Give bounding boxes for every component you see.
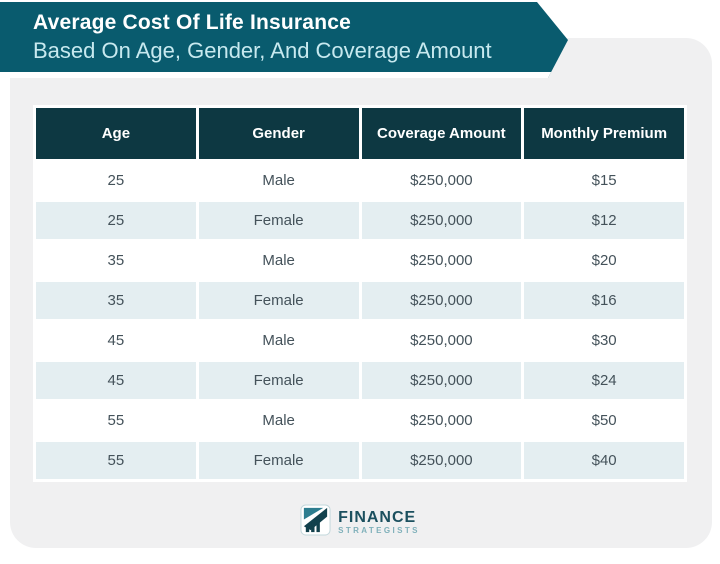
table-cell: Female: [198, 442, 359, 479]
table-cell: $50: [524, 402, 684, 439]
table-row: 25 Male $250,000 $15: [36, 162, 684, 199]
table-cell: 55: [36, 402, 196, 439]
table-cell: 35: [36, 242, 196, 279]
column-header-age: Age: [36, 108, 196, 159]
table-cell: 25: [36, 202, 196, 239]
table-row: 55 Male $250,000 $50: [36, 402, 684, 439]
trend-bar-chart-icon: [300, 503, 331, 541]
cost-table-container: Age Gender Coverage Amount Monthly Premi…: [33, 105, 687, 482]
table-body: 25 Male $250,000 $15 25 Female $250,000 $12 35 Ma…: [36, 162, 684, 479]
finance-strategists-logo: FINANCE STRATEGISTS: [0, 503, 720, 541]
table-row: 35 Male $250,000 $20: [36, 242, 684, 279]
table-cell: 45: [36, 362, 196, 399]
table-cell: 45: [36, 322, 196, 359]
table-cell: Female: [198, 202, 359, 239]
table-cell: Male: [198, 242, 359, 279]
table-cell: $20: [524, 242, 684, 279]
table-cell: 25: [36, 162, 196, 199]
table-cell: $15: [524, 162, 684, 199]
table-row: 45 Male $250,000 $30: [36, 322, 684, 359]
table-cell: $250,000: [361, 242, 522, 279]
table-cell: Male: [198, 162, 359, 199]
table-row: 55 Female $250,000 $40: [36, 442, 684, 479]
page-title: Average Cost Of Life Insurance: [33, 11, 351, 34]
table-cell: $30: [524, 322, 684, 359]
column-header-coverage-amount: Coverage Amount: [361, 108, 522, 159]
table-cell: 35: [36, 282, 196, 319]
logo-name: FINANCE: [338, 509, 417, 526]
table-cell: Female: [198, 282, 359, 319]
table-cell: 55: [36, 442, 196, 479]
table-cell: Female: [198, 362, 359, 399]
table-cell: $250,000: [361, 202, 522, 239]
table-cell: Male: [198, 322, 359, 359]
table-cell: $250,000: [361, 322, 522, 359]
logo-subname: STRATEGISTS: [338, 526, 420, 535]
table-cell: $250,000: [361, 402, 522, 439]
table-cell: $250,000: [361, 362, 522, 399]
table-header-row: Age Gender Coverage Amount Monthly Premi…: [36, 108, 684, 159]
table-cell: $16: [524, 282, 684, 319]
table-row: 35 Female $250,000 $16: [36, 282, 684, 319]
column-header-monthly-premium: Monthly Premium: [524, 108, 684, 159]
cost-table: Age Gender Coverage Amount Monthly Premi…: [33, 105, 687, 482]
table-cell: $40: [524, 442, 684, 479]
table-cell: $12: [524, 202, 684, 239]
table-header: Age Gender Coverage Amount Monthly Premi…: [36, 108, 684, 159]
logo-text: FINANCE STRATEGISTS: [338, 509, 420, 535]
table-cell: $24: [524, 362, 684, 399]
table-cell: $250,000: [361, 162, 522, 199]
table-cell: $250,000: [361, 442, 522, 479]
title-banner: Average Cost Of Life Insurance Based On …: [0, 2, 568, 78]
column-header-gender: Gender: [198, 108, 359, 159]
table-row: 25 Female $250,000 $12: [36, 202, 684, 239]
table-row: 45 Female $250,000 $24: [36, 362, 684, 399]
table-cell: $250,000: [361, 282, 522, 319]
page-subtitle: Based On Age, Gender, And Coverage Amoun…: [33, 38, 492, 63]
table-cell: Male: [198, 402, 359, 439]
